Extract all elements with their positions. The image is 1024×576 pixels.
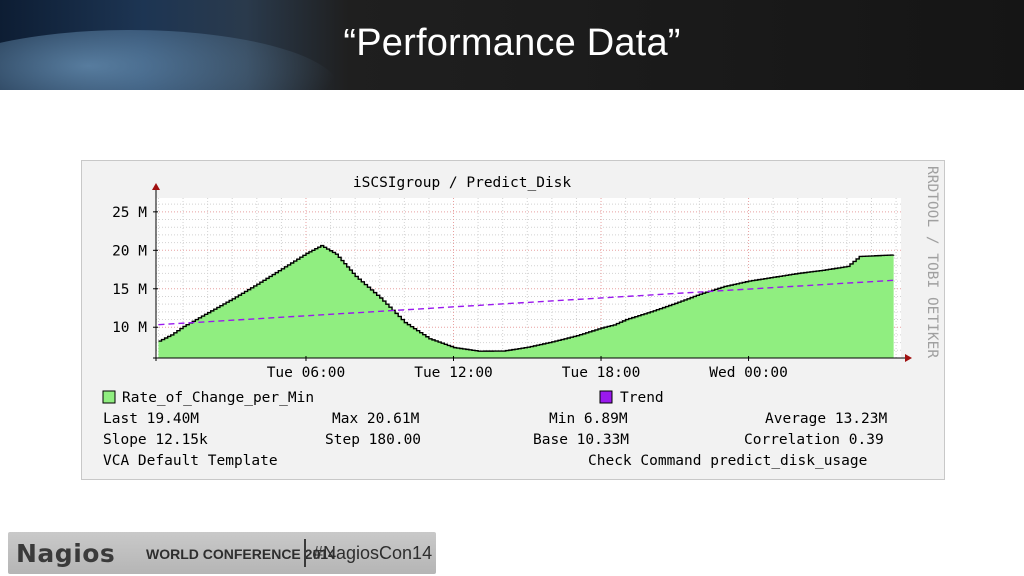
stat-check-command: Check Command predict_disk_usage <box>588 453 867 469</box>
trend-layer <box>158 279 894 326</box>
stat-average: Average 13.23M <box>765 411 887 427</box>
axis-layer <box>152 183 912 362</box>
area-layer <box>158 244 895 358</box>
stat-min: Min 6.89M <box>549 411 628 427</box>
y-tick-label: 25 M <box>112 205 147 221</box>
chart-title: iSCSIgroup / Predict_Disk <box>353 175 572 191</box>
stat-correlation: Correlation 0.39 <box>744 432 884 448</box>
rrdtool-watermark: RRDTOOL / TOBI OETIKER <box>924 166 940 358</box>
y-tick-label: 10 M <box>112 320 147 336</box>
footer-divider <box>304 539 306 567</box>
stats-block: Last 19.40M Max 20.61M Min 6.89M Average… <box>103 411 887 469</box>
x-tick-label: Tue 12:00 <box>414 365 493 381</box>
conference-footer: Nagios WORLD CONFERENCE 2014 #NagiosCon1… <box>8 532 436 574</box>
legend-label-trend: Trend <box>620 390 664 406</box>
legend-label-rate-of-change: Rate_of_Change_per_Min <box>122 390 314 406</box>
y-tick-label: 15 M <box>112 282 147 298</box>
stat-base: Base 10.33M <box>533 432 629 448</box>
nagios-logo: Nagios <box>16 539 116 568</box>
stat-last: Last 19.40M <box>103 411 199 427</box>
stat-slope: Slope 12.15k <box>103 432 208 448</box>
stat-step: Step 180.00 <box>325 432 421 448</box>
legend-swatch-trend <box>599 390 613 404</box>
x-tick-label: Wed 00:00 <box>709 365 788 381</box>
conference-name: WORLD CONFERENCE 2014 <box>146 546 336 562</box>
x-axis-arrow <box>905 354 912 362</box>
x-tick-label: Tue 06:00 <box>267 365 346 381</box>
slide-title: “Performance Data” <box>343 22 681 64</box>
y-axis-arrow <box>152 183 160 190</box>
series-line-rate-of-change <box>158 244 895 352</box>
y-tick-label: 20 M <box>112 243 147 259</box>
tick-label-layer: 10 M 15 M 20 M 25 M Tue 06:00 Tue 12:00 Tue 18… <box>112 205 788 381</box>
legend-swatch-rate-of-change <box>102 390 116 404</box>
rrd-graph: 10 M 15 M 20 M 25 M Tue 06:00 Tue 12:00 Tue 18… <box>81 160 945 480</box>
slide-header: “Performance Data” <box>0 0 1024 90</box>
series-area-rate-of-change <box>158 245 894 358</box>
x-tick-label: Tue 18:00 <box>562 365 641 381</box>
conference-hashtag: #NagiosCon14 <box>313 543 433 563</box>
stat-template: VCA Default Template <box>103 453 278 469</box>
series-line-trend <box>158 279 894 326</box>
legend: Rate_of_Change_per_Min Trend <box>102 390 664 406</box>
stat-max: Max 20.61M <box>332 411 420 427</box>
rrd-graph-svg: 10 M 15 M 20 M 25 M Tue 06:00 Tue 12:00 Tue 18… <box>102 166 940 469</box>
